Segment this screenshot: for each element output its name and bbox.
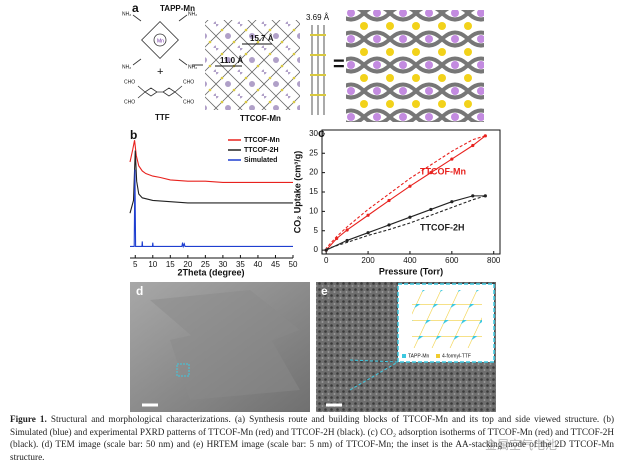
legend-label: TTCOF-Mn: [244, 137, 280, 144]
panel-label: b: [130, 128, 137, 142]
dimension: 3.69 Å: [306, 13, 330, 22]
marker: [345, 228, 349, 232]
series-line: [130, 169, 293, 249]
marker: [483, 194, 487, 198]
figure: a TAPP-Mn Mn NH₂ NH₂ NH₂ NH₂ + CHO CHO C…: [122, 1, 501, 412]
x-tick-label: 45: [271, 260, 280, 269]
panel-label: a: [132, 1, 139, 15]
y-tick-label: 25: [309, 148, 318, 157]
panel-label: d: [136, 284, 143, 298]
series-label: TTCOF-2H: [420, 222, 465, 232]
metal: Mn: [157, 38, 164, 44]
caption-label: Figure 1.: [10, 414, 47, 424]
caption: Figure 1. Structural and morphological c…: [10, 413, 614, 463]
marker: [471, 143, 475, 148]
x-tick-label: 35: [236, 260, 245, 269]
lattice: [205, 20, 300, 110]
ttf-sketch: [137, 85, 183, 99]
caption-text: Structural and morphological characteriz…: [10, 414, 614, 462]
marker: [429, 171, 433, 175]
structure-3d: [346, 10, 484, 122]
stack-sketch: [310, 25, 326, 115]
y-tick-label: 5: [314, 226, 319, 235]
x-tick-label: 15: [166, 260, 175, 269]
marker: [324, 248, 328, 252]
x-tick-label: 10: [148, 260, 157, 269]
x-tick-label: 0: [324, 256, 329, 265]
y-tick-label: 30: [309, 129, 318, 138]
group-label: NH₂: [188, 64, 197, 70]
series-label: TTCOF-Mn: [420, 166, 466, 176]
x-tick-label: 25: [201, 260, 210, 269]
marker: [408, 215, 412, 219]
marker: [450, 200, 454, 204]
x-tick-label: 200: [361, 256, 375, 265]
plus: +: [157, 66, 163, 78]
panel-label: e: [321, 284, 328, 298]
marker: [366, 231, 370, 235]
group-label: NH₂: [122, 64, 131, 70]
y-tick-label: 20: [309, 168, 318, 177]
marker: [408, 184, 412, 188]
x-tick-label: 40: [253, 260, 262, 269]
group-label: NH₂: [188, 11, 197, 17]
dimension: 11.0 Å: [220, 56, 243, 65]
desorption-line: [326, 195, 486, 250]
watermark: 金属空气电池: [485, 438, 558, 452]
marker: [335, 236, 339, 241]
x-tick-label: 20: [183, 260, 192, 269]
legend-swatch: [436, 354, 440, 358]
equals: =: [333, 53, 345, 75]
marker: [366, 213, 370, 217]
zoom-line: [349, 359, 399, 391]
dimension: 15.7 Å: [250, 34, 274, 43]
marker: [387, 223, 391, 227]
series-line: [325, 135, 486, 251]
series-line: [129, 150, 293, 214]
group-label: CHO: [183, 99, 194, 105]
legend-swatch: [402, 354, 406, 358]
desorption-line: [325, 135, 486, 249]
group-label: CHO: [124, 99, 135, 105]
zoom-box: [176, 363, 190, 377]
x-tick-label: 400: [403, 256, 417, 265]
y-tick-label: 15: [309, 187, 318, 196]
molecule-name: TAPP-Mn: [160, 4, 195, 13]
x-tick-label: 800: [487, 256, 501, 265]
marker: [345, 238, 349, 243]
inset-legend: 4-formyl-TTF: [442, 353, 471, 359]
legend-label: Simulated: [244, 157, 277, 164]
marker: [429, 207, 433, 212]
group-label: NH₂: [122, 11, 131, 17]
inset-legend: TAPP-Mn: [408, 353, 430, 359]
marker: [450, 157, 454, 161]
porphyrin-sketch: [132, 14, 188, 66]
x-tick-label: 30: [218, 260, 227, 269]
x-axis-label: Pressure (Torr): [379, 266, 443, 276]
molecule-name: TTF: [155, 113, 170, 122]
y-tick-label: 0: [314, 245, 319, 254]
marker: [471, 194, 475, 198]
sheet: [150, 290, 300, 400]
legend-label: TTCOF-2H: [244, 147, 279, 154]
product-name: TTCOF-Mn: [240, 114, 281, 123]
marker: [387, 198, 391, 203]
y-axis-label: CO₂ Uptake (cm³/g): [292, 151, 302, 234]
y-tick-label: 10: [309, 206, 318, 215]
inset-lattice: [412, 290, 482, 348]
x-tick-label: 5: [133, 260, 138, 269]
plot-frame: [321, 129, 501, 255]
x-tick-label: 50: [289, 260, 298, 269]
group-label: CHO: [183, 79, 194, 85]
x-tick-label: 600: [445, 256, 459, 265]
group-label: CHO: [124, 79, 135, 85]
x-axis-label: 2Theta (degree): [177, 267, 244, 277]
marker: [483, 134, 487, 138]
